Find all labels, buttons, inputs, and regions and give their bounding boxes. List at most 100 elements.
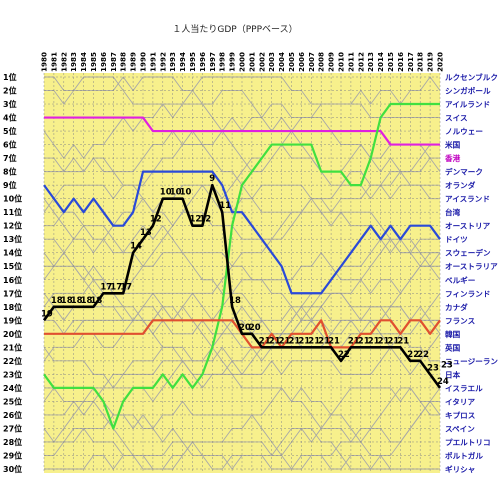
- year-label: 1999: [228, 52, 237, 72]
- rank-label: 19位: [3, 315, 22, 325]
- rank-label: 16位: [3, 275, 22, 285]
- country-label: 台湾: [445, 207, 461, 217]
- country-label: スペイン: [445, 424, 475, 433]
- rank-value-label: 17: [120, 282, 132, 292]
- grid: [43, 73, 441, 473]
- rank-value-label: 21: [388, 336, 400, 346]
- year-label: 1987: [109, 52, 118, 72]
- year-label: 2010: [337, 52, 346, 72]
- rank-label: 9位: [3, 180, 17, 190]
- year-label: 1997: [208, 52, 217, 72]
- chart-title: １人当たりGDP（PPPベース）: [172, 23, 297, 35]
- year-label: 1990: [139, 52, 148, 72]
- country-label: スイス: [445, 114, 468, 123]
- rank-label: 7位: [3, 153, 17, 163]
- rank-label: 25位: [3, 396, 22, 406]
- rank-value-label: 19: [41, 309, 53, 319]
- year-label: 2005: [287, 52, 296, 72]
- year-label: 2014: [376, 52, 385, 72]
- rank-value-label: 12: [190, 215, 202, 225]
- year-label: 1995: [188, 52, 197, 72]
- country-label: 香港: [444, 153, 461, 163]
- year-label: 2013: [366, 52, 375, 72]
- rank-label: 26位: [3, 410, 22, 420]
- year-label: 2006: [297, 52, 306, 72]
- rank-value-label: 22: [417, 350, 429, 360]
- rank-label: 6位: [3, 140, 17, 150]
- series-line: [42, 183, 442, 389]
- year-label: 2009: [327, 52, 336, 72]
- rank-label: 27位: [3, 423, 22, 433]
- rank-label: 11位: [3, 207, 22, 217]
- year-label: 2017: [406, 52, 415, 72]
- country-label: ギリシャ: [445, 464, 475, 474]
- year-label: 2007: [307, 52, 316, 72]
- rank-value-labels: 1918181818181717171413121010101212911182…: [41, 174, 453, 387]
- rank-value-label: 11: [219, 201, 231, 211]
- country-label: 韓国: [445, 329, 461, 339]
- rank-value-label: 9: [209, 174, 215, 184]
- rank-value-label: 21: [378, 336, 390, 346]
- rank-value-label: 10: [170, 188, 182, 198]
- rank-label: 15位: [3, 261, 22, 271]
- rank-value-label: 21: [289, 336, 301, 346]
- year-label: 1992: [158, 52, 167, 72]
- country-label: スウェーデン: [445, 248, 491, 258]
- rank-label: 18位: [3, 302, 22, 312]
- year-label: 1983: [69, 52, 78, 72]
- rank-label: 29位: [3, 450, 22, 460]
- country-label: オーストリア: [445, 222, 491, 231]
- rank-label: 17位: [3, 288, 22, 298]
- country-label: ニュージーランド: [445, 357, 500, 366]
- rank-label: 20位: [3, 329, 22, 339]
- country-label: フランス: [445, 316, 476, 325]
- year-label: 1998: [218, 52, 227, 72]
- rank-label: 24位: [3, 383, 22, 393]
- country-label: フィンランド: [445, 289, 490, 298]
- rank-value-label: 18: [51, 296, 63, 306]
- country-label: 英国: [445, 342, 461, 352]
- year-label: 2011: [346, 52, 355, 72]
- rank-value-label: 18: [91, 296, 103, 306]
- rank-value-label: 21: [397, 336, 409, 346]
- x-axis-year-labels: 1980 1981 1982 1983 1984 1985 1986 1987 1988 1989…: [40, 52, 445, 72]
- rank-value-label: 10: [180, 188, 192, 198]
- rank-value-label: 21: [328, 336, 340, 346]
- series-line: [44, 116, 440, 146]
- rank-label: 1位: [3, 72, 17, 82]
- rank-label: 28位: [3, 437, 22, 447]
- rank-value-label: 18: [61, 296, 73, 306]
- highlighted-series: [42, 102, 442, 430]
- country-label: イスラエル: [445, 384, 483, 393]
- rank-value-label: 21: [348, 336, 360, 346]
- rank-value-label: 13: [140, 228, 152, 238]
- year-label: 1980: [40, 52, 49, 72]
- rank-value-label: 24: [437, 377, 449, 387]
- year-label: 1988: [119, 52, 128, 72]
- rank-value-label: 21: [308, 336, 320, 346]
- year-label: 1994: [178, 52, 187, 72]
- year-label: 2012: [356, 52, 365, 72]
- year-label: 2002: [257, 52, 266, 72]
- country-label: プエルトリコ: [445, 437, 491, 447]
- series-line: [43, 170, 441, 295]
- series-line: [43, 102, 440, 430]
- year-label: 1991: [148, 52, 157, 72]
- country-label: ルクセンブルク: [445, 72, 498, 82]
- year-label: 1985: [89, 52, 98, 72]
- year-label: 2019: [426, 52, 435, 72]
- year-label: 2008: [317, 52, 326, 72]
- country-label: オランダ: [445, 180, 476, 190]
- year-label: 1986: [99, 52, 108, 72]
- year-label: 2016: [396, 52, 405, 72]
- rank-label: 2位: [3, 86, 17, 96]
- rank-value-label: 21: [279, 336, 291, 346]
- rank-label: 4位: [3, 113, 17, 123]
- rank-label: 5位: [3, 126, 17, 136]
- rank-value-label: 20: [239, 323, 251, 333]
- country-labels: ルクセンブルクシンガポールアイルランドスイスノルウェー米国香港デンマークオランダ…: [444, 72, 500, 474]
- rank-value-label: 18: [229, 296, 241, 306]
- rank-label: 14位: [3, 248, 22, 258]
- country-label: ポルトガル: [445, 450, 483, 460]
- year-label: 1981: [49, 52, 58, 72]
